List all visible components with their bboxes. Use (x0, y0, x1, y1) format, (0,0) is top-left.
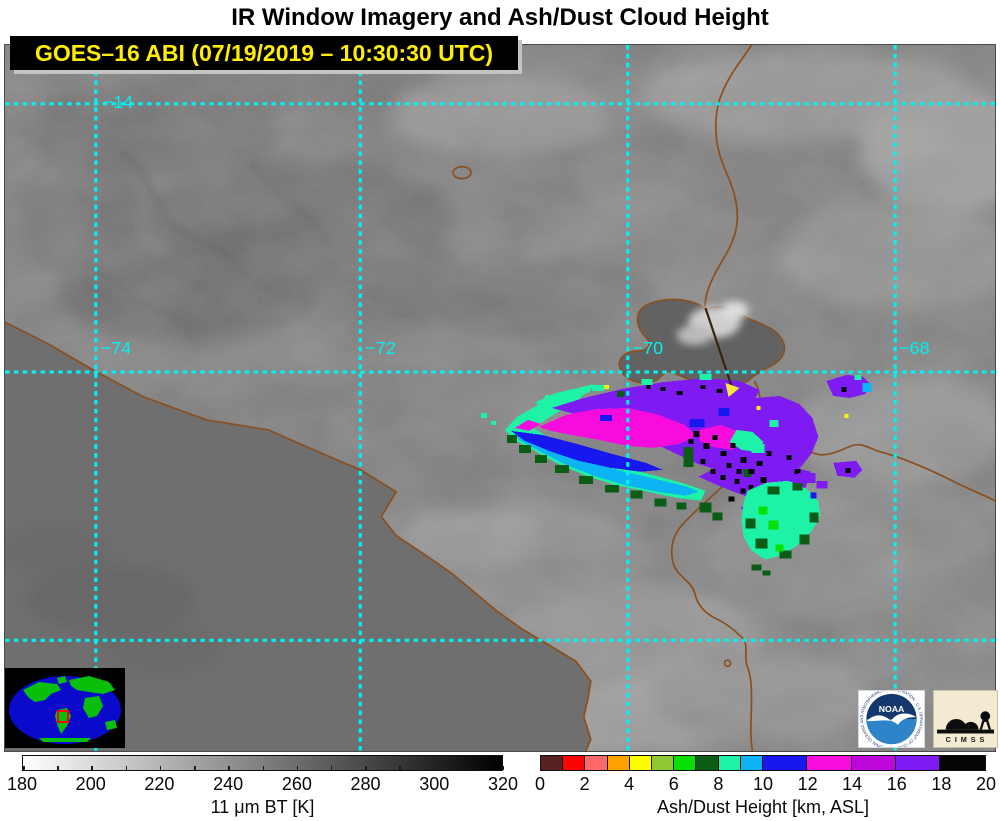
grid-coordinate-label: −74 (101, 338, 131, 358)
tick-label: 10 (752, 774, 774, 794)
tick-label: 6 (668, 774, 679, 794)
pointer-line (704, 307, 734, 390)
tick-label: 16 (886, 774, 907, 794)
ash-colorbar-segment (851, 756, 897, 770)
river-border-north (704, 45, 753, 311)
bt-colorbar-ticks: 180 200 220 240 260 280 300 320 (7, 774, 518, 796)
page-title: IR Window Imagery and Ash/Dust Cloud Hei… (231, 4, 769, 31)
ash-colorbar-title: Ash/Dust Height [km, ASL] (656, 797, 870, 817)
bt-minor-tick (502, 766, 504, 770)
satellite-map-canvas: −14 −74 −72 −70 −68 (5, 45, 995, 751)
timestamp-banner: GOES–16 ABI (07/19/2019 – 10:30:30 UTC) (10, 36, 518, 70)
bt-minor-tick (57, 766, 59, 770)
bright-clouds (676, 301, 749, 346)
coastline-path (5, 321, 592, 751)
tick-label: 8 (713, 774, 724, 794)
noaa-logo: NOAA NATIONAL OCEANIC AND ATMOSPHERIC AD… (858, 690, 925, 748)
ash-colorbar-segment (629, 756, 652, 770)
ash-colorbar-segment (740, 756, 763, 770)
tick-label: 0 (534, 774, 546, 794)
bt-minor-tick (23, 766, 25, 770)
bt-minor-tick (365, 766, 367, 770)
bt-minor-tick (125, 766, 128, 770)
tick-label: 2 (579, 774, 590, 794)
cimss-label: C I M S S (946, 735, 986, 744)
latlon-grid-labels: −14 −74 −72 −70 −68 (101, 92, 930, 358)
view-location-box (57, 710, 69, 723)
bt-minor-tick (467, 766, 470, 770)
bt-colorbar-title: 11 μm BT [K] (210, 797, 315, 817)
tick-label: 14 (842, 774, 863, 794)
tick-label: 220 (144, 774, 175, 794)
ash-colorbar-segment (940, 756, 985, 770)
ash-colorbar-segment (541, 756, 564, 770)
grid-coordinate-label: −70 (633, 338, 663, 358)
tick-label: 18 (931, 774, 952, 794)
globe-inset (5, 668, 125, 748)
bt-colorbar (22, 755, 504, 771)
bt-minor-tick (228, 766, 230, 770)
bt-minor-tick (296, 766, 299, 770)
grid-coordinate-label: −68 (899, 338, 929, 358)
ash-colorbar-segment (674, 756, 697, 770)
bt-minor-tick (194, 766, 196, 770)
bt-minor-tick (330, 766, 333, 770)
ash-colorbar-segment (696, 756, 719, 770)
tick-label: 320 (487, 774, 519, 794)
tick-label: 240 (213, 774, 244, 794)
satellite-map: −14 −74 −72 −70 −68 (4, 44, 996, 752)
grid-coordinate-label: −72 (365, 338, 395, 358)
bt-minor-tick (433, 766, 436, 770)
ash-colorbar-ticks: 0 2 4 6 8 10 12 14 16 18 20 (535, 774, 996, 796)
grid-coordinate-label: −14 (103, 92, 133, 112)
ash-colorbar-segment (563, 756, 586, 770)
tick-label: 12 (797, 774, 818, 794)
ash-cloud (481, 374, 872, 576)
bt-minor-tick (262, 766, 264, 770)
ash-colorbar-segment (585, 756, 608, 770)
ash-colorbar-segment (607, 756, 630, 770)
ash-colorbar-segment (651, 756, 675, 770)
tick-label: 180 (6, 774, 38, 794)
latlon-grid (5, 45, 995, 751)
bt-minor-tick (159, 766, 162, 770)
ash-colorbar-segment (807, 756, 852, 770)
tick-label: 20 (975, 774, 997, 794)
cimss-silhouette-icon (937, 711, 994, 734)
bt-minor-tick (399, 766, 401, 770)
ash-colorbar-segment (762, 756, 808, 770)
tick-label: 4 (624, 774, 635, 794)
ash-colorbar-segment (718, 756, 741, 770)
tick-label: 300 (419, 774, 450, 794)
tick-label: 260 (281, 774, 312, 794)
ocean-smudges (5, 524, 221, 675)
noaa-seagull-icon (866, 713, 917, 725)
cimss-logo: C I M S S (933, 690, 998, 748)
noaa-label: NOAA (879, 704, 905, 714)
volcano-marker-icon (725, 383, 740, 398)
tick-label: 200 (75, 774, 106, 794)
ash-colorbar (540, 755, 986, 771)
ash-colorbar-segment (896, 756, 941, 770)
bt-minor-tick (91, 766, 93, 770)
tick-label: 280 (350, 774, 381, 794)
